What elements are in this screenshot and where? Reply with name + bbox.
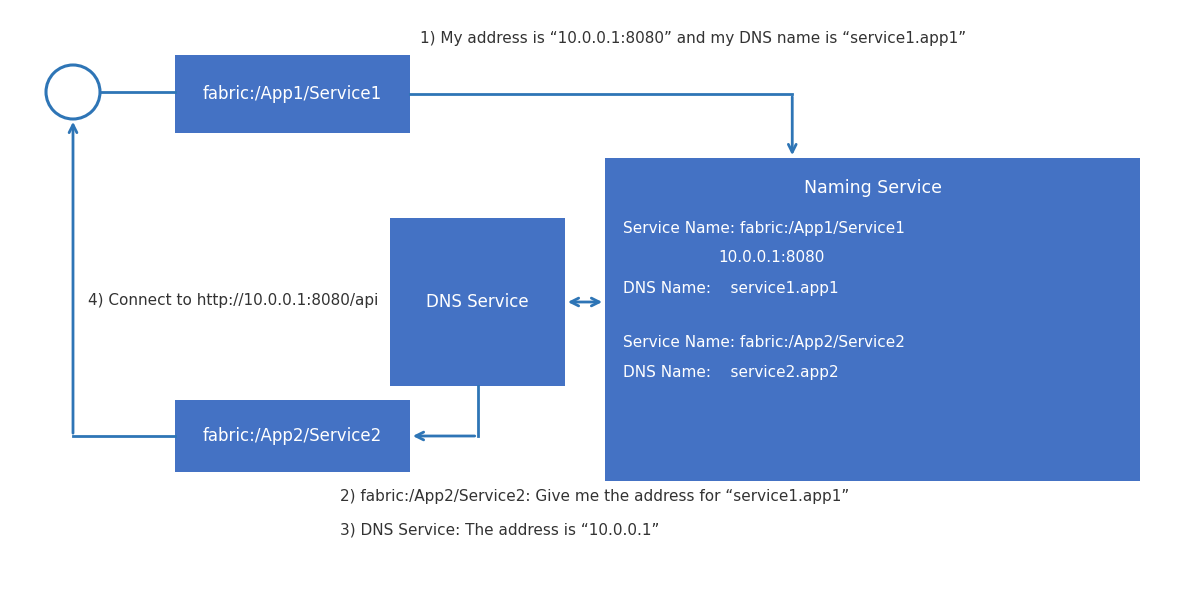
FancyBboxPatch shape [605, 158, 1140, 481]
Text: DNS Name:    service1.app1: DNS Name: service1.app1 [623, 280, 839, 295]
Text: DNS Service: DNS Service [426, 293, 529, 311]
Text: 4) Connect to http://10.0.0.1:8080/api: 4) Connect to http://10.0.0.1:8080/api [88, 292, 378, 308]
Text: fabric:/App1/Service1: fabric:/App1/Service1 [203, 85, 382, 103]
Text: DNS Name:    service2.app2: DNS Name: service2.app2 [623, 365, 839, 380]
Text: Service Name: fabric:/App2/Service2: Service Name: fabric:/App2/Service2 [623, 335, 905, 350]
Text: Naming Service: Naming Service [804, 179, 942, 197]
Text: fabric:/App2/Service2: fabric:/App2/Service2 [203, 427, 382, 445]
FancyBboxPatch shape [390, 218, 565, 386]
Text: 2) fabric:/App2/Service2: Give me the address for “service1.app1”: 2) fabric:/App2/Service2: Give me the ad… [340, 490, 850, 505]
Text: 10.0.0.1:8080: 10.0.0.1:8080 [718, 250, 824, 265]
Text: Service Name: fabric:/App1/Service1: Service Name: fabric:/App1/Service1 [623, 221, 905, 236]
Text: 1) My address is “10.0.0.1:8080” and my DNS name is “service1.app1”: 1) My address is “10.0.0.1:8080” and my … [420, 31, 966, 45]
FancyBboxPatch shape [175, 400, 410, 472]
FancyBboxPatch shape [175, 55, 410, 133]
Text: 3) DNS Service: The address is “10.0.0.1”: 3) DNS Service: The address is “10.0.0.1… [340, 523, 659, 537]
